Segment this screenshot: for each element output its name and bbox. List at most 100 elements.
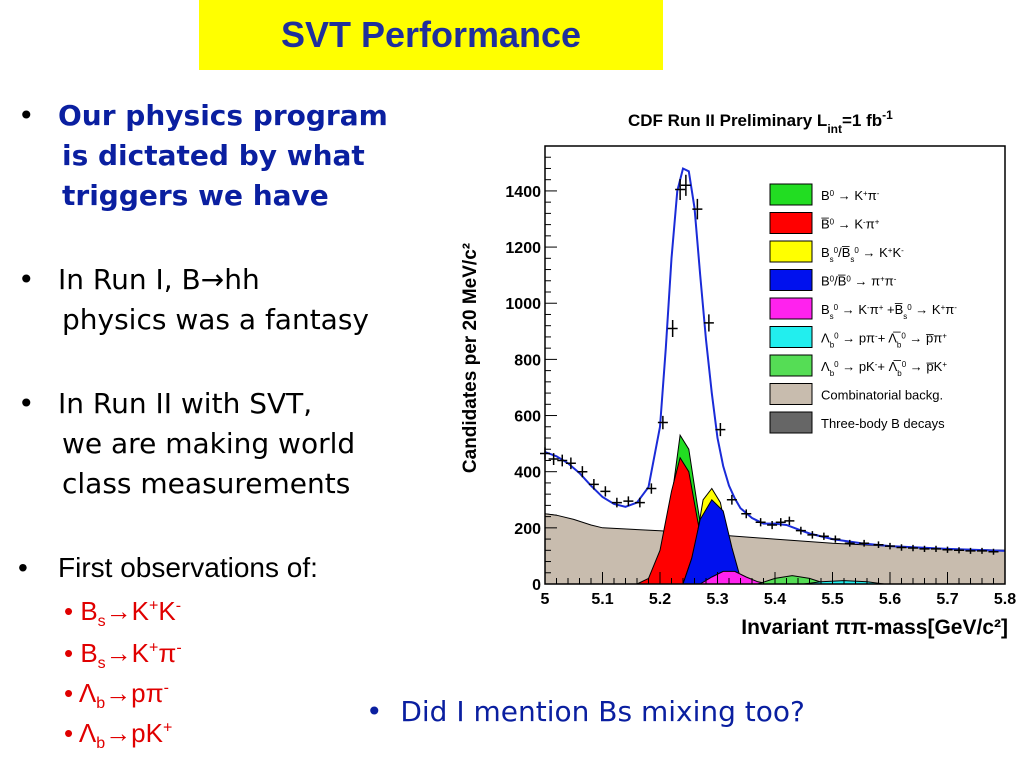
legend-label: Three-body B decays	[821, 416, 945, 431]
data-point	[703, 314, 714, 332]
bullet-line: triggers we have	[62, 179, 329, 212]
data-point	[675, 178, 686, 201]
data-point	[611, 497, 622, 508]
data-point	[807, 531, 818, 539]
bullet-marker: •	[18, 263, 35, 296]
data-point	[795, 526, 806, 535]
data-point	[657, 415, 668, 430]
data-point	[667, 320, 678, 337]
bullet-line: physics was a fantasy	[62, 303, 370, 336]
legend-label: Λb0 → pK-+ Λ̅b0 → p̅K+	[821, 359, 947, 378]
sub-bullet-decay: • Bs→K+K-	[64, 596, 182, 631]
y-axis-label: Candidates per 20 MeV/c²	[460, 243, 481, 473]
data-point	[844, 539, 855, 547]
data-point	[885, 542, 895, 550]
y-tick-label: 400	[514, 465, 541, 482]
data-point	[680, 174, 691, 196]
mass-spectrum-chart: 5 5.1 5.2 5.3 5.4 5.5 5.6 5.7 5.8 0 200 400 600 800 10…	[460, 108, 1016, 639]
x-tick-label: 5.5	[821, 591, 843, 608]
chart-legend: B0 → K+π- B̅0 → K-π+ Bs0/B̅s0 → K+K- B0/B̅0…	[769, 183, 957, 434]
data-point	[623, 496, 634, 506]
bullet-marker: •	[366, 695, 383, 728]
sub-bullet-decay: • Bs→K+π-	[64, 638, 182, 673]
bullet-marker: •	[18, 387, 35, 420]
legend-label: B0/B̅0 → π+π-	[821, 274, 897, 289]
data-point	[634, 497, 645, 508]
data-point	[931, 545, 941, 553]
y-tick-label: 800	[514, 352, 541, 369]
y-tick-label: 1400	[505, 184, 541, 201]
legend-swatch	[769, 354, 813, 377]
legend-label: Bs0 → K-π+ +B̅s0 → K+π-	[821, 302, 957, 321]
y-tick-label: 0	[532, 577, 541, 594]
legend-swatch	[769, 383, 813, 405]
data-point	[741, 509, 752, 519]
data-point	[600, 486, 611, 497]
legend-swatch	[769, 326, 813, 348]
data-point	[692, 198, 703, 220]
data-point	[919, 545, 930, 553]
data-point	[565, 457, 576, 470]
legend-label: Λb0 → pπ-+ Λ̅b0 → p̅π+	[821, 331, 947, 350]
data-point	[908, 544, 918, 552]
sub-bullet-decay: • Λb→pK+	[64, 718, 173, 753]
y-tick-label: 1000	[505, 296, 541, 313]
x-tick-label: 5.1	[591, 591, 613, 608]
x-tick-label: 5.7	[936, 591, 958, 608]
bullet-marker: •	[18, 552, 28, 583]
legend-label: Combinatorial backg.	[821, 388, 943, 403]
bullet-text: In Run I, B→hh physics was a fantasy	[58, 260, 369, 340]
data-point	[577, 466, 588, 478]
data-point	[588, 479, 599, 490]
data-point	[548, 453, 559, 465]
bullet-text: First observations of:	[58, 552, 318, 583]
data-point	[784, 516, 795, 526]
x-tick-label: 5.8	[994, 591, 1016, 608]
bullet-text: Did I mention Bs mixing too?	[400, 695, 805, 728]
legend-swatch	[769, 212, 813, 234]
data-point	[988, 548, 999, 555]
y-tick-label: 600	[514, 409, 541, 426]
y-tick-label: 200	[514, 521, 541, 538]
x-tick-label: 5.3	[706, 591, 728, 608]
legend-swatch	[769, 297, 813, 320]
legend-label: B0 → K+π-	[821, 188, 880, 203]
slide-title: SVT Performance	[280, 14, 582, 55]
x-tick-label: 5.4	[764, 591, 786, 608]
x-tick-label: 5	[541, 591, 550, 608]
bullet-line: In Run II with SVT,	[58, 387, 313, 420]
legend-label: Bs0/B̅s0 → K+K-	[821, 245, 904, 264]
data-point	[896, 544, 907, 551]
x-tick-label: 5.6	[879, 591, 901, 608]
slide-title-box: SVT Performance	[199, 0, 663, 70]
data-point	[859, 539, 870, 547]
data-point	[942, 546, 953, 553]
bullet-line: Our physics program	[58, 99, 388, 132]
data-point	[767, 520, 778, 530]
x-axis-label: Invariant ππ-mass[GeV/c²]	[741, 616, 1008, 639]
legend-swatch	[769, 240, 813, 263]
legend-swatch	[769, 269, 813, 291]
data-point	[954, 547, 964, 554]
bullet-text: Our physics program is dictated by what …	[58, 96, 388, 216]
data-point	[557, 454, 568, 467]
data-point	[726, 494, 737, 505]
bullet-line: is dictated by what	[62, 139, 365, 172]
data-point	[977, 547, 987, 554]
y-tick-label: 1200	[505, 240, 541, 257]
legend-swatch	[769, 411, 813, 434]
data-point	[965, 547, 976, 554]
chart-title: CDF Run II Preliminary Lint=1 fb-1	[628, 108, 893, 136]
bullet-bs-mixing: • Did I mention Bs mixing too?	[366, 692, 805, 732]
data-point	[755, 518, 766, 527]
sub-bullet-decay: • Λb→pπ-	[64, 678, 169, 713]
data-point	[775, 518, 786, 527]
bullet-marker: •	[18, 99, 35, 132]
legend-swatch	[769, 183, 813, 206]
plot-area: 5 5.1 5.2 5.3 5.4 5.5 5.6 5.7 5.8 0 200 400 600 800 10…	[505, 145, 1016, 608]
bullet-line: In Run I, B→hh	[58, 263, 260, 296]
data-point	[818, 532, 829, 540]
legend-label: B̅0 → K-π+	[821, 217, 880, 232]
data-point	[646, 483, 657, 494]
data-point	[830, 535, 841, 543]
